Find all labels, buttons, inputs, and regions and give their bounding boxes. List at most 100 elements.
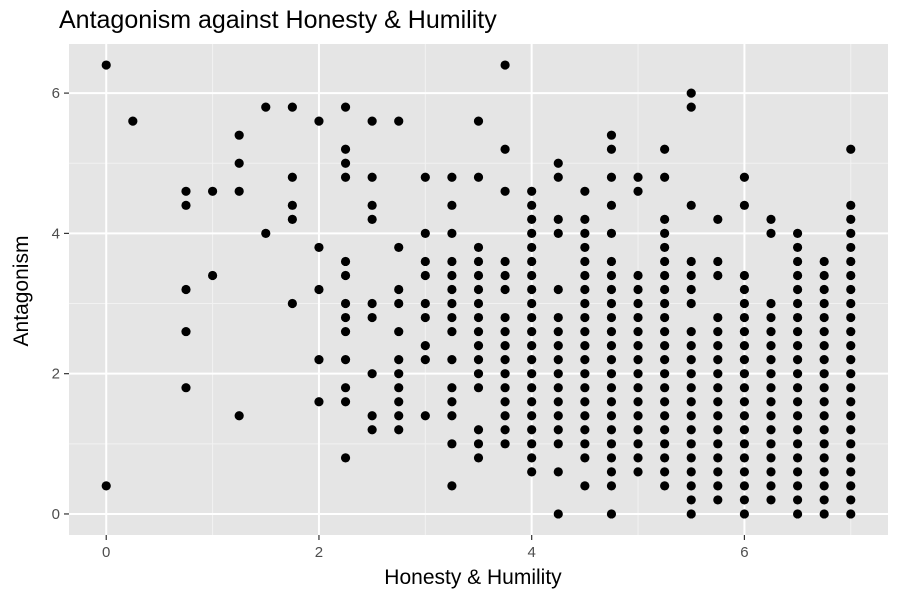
data-point: [792, 312, 803, 323]
data-point: [447, 172, 457, 182]
data-point: [846, 425, 856, 435]
data-point: [340, 355, 351, 365]
data-point: [633, 397, 643, 407]
data-point: [686, 88, 696, 98]
data-point: [713, 439, 723, 449]
data-point: [394, 369, 404, 379]
data-point: [792, 467, 803, 477]
data-point: [792, 411, 803, 421]
data-point: [606, 453, 617, 463]
data-point: [633, 453, 643, 463]
data-point: [739, 200, 750, 210]
data-point: [766, 467, 776, 477]
data-point: [420, 355, 430, 365]
data-point: [846, 509, 856, 519]
data-points: [101, 60, 856, 519]
data-point: [447, 439, 457, 449]
data-point: [101, 481, 111, 491]
data-point: [340, 172, 351, 182]
data-point: [394, 425, 404, 435]
data-point: [792, 242, 803, 253]
data-point: [686, 355, 696, 365]
data-point: [660, 453, 670, 463]
data-point: [447, 228, 457, 238]
data-point: [207, 270, 218, 281]
data-point: [287, 102, 297, 112]
y-tick-label: 2: [52, 366, 60, 383]
data-point: [819, 425, 829, 435]
data-point: [819, 509, 829, 519]
data-point: [606, 144, 617, 154]
y-axis: 0 2 4 6: [52, 85, 69, 523]
data-point: [580, 214, 590, 224]
data-point: [739, 495, 750, 505]
data-point: [633, 369, 643, 379]
data-point: [500, 411, 510, 421]
data-point: [846, 144, 856, 154]
data-point: [580, 397, 590, 407]
data-point: [606, 312, 617, 323]
data-point: [473, 355, 484, 365]
data-point: [686, 411, 696, 421]
data-point: [580, 411, 590, 421]
data-point: [606, 341, 617, 351]
data-point: [792, 298, 803, 309]
data-point: [660, 411, 670, 421]
data-point: [660, 172, 670, 182]
data-point: [606, 383, 617, 393]
data-point: [792, 383, 803, 393]
data-point: [846, 270, 856, 281]
data-point: [527, 298, 537, 309]
data-point: [633, 326, 643, 337]
data-point: [527, 439, 537, 449]
data-point: [580, 383, 590, 393]
data-point: [580, 341, 590, 351]
data-point: [340, 383, 351, 393]
data-point: [527, 242, 537, 253]
data-point: [447, 383, 457, 393]
data-point: [766, 369, 776, 379]
data-point: [500, 312, 510, 323]
data-point: [527, 453, 537, 463]
data-point: [660, 256, 670, 267]
data-point: [686, 467, 696, 477]
data-point: [846, 298, 856, 309]
data-point: [580, 270, 590, 281]
data-point: [633, 341, 643, 351]
y-tick-label: 0: [52, 506, 60, 523]
data-point: [713, 355, 723, 365]
data-point: [527, 411, 537, 421]
data-point: [314, 397, 324, 407]
data-point: [660, 425, 670, 435]
data-point: [846, 284, 856, 295]
data-point: [553, 425, 563, 435]
data-point: [367, 312, 377, 323]
data-point: [473, 256, 484, 267]
data-point: [792, 509, 803, 519]
data-point: [580, 284, 590, 295]
data-point: [553, 355, 563, 365]
data-point: [553, 326, 563, 337]
data-point: [792, 495, 803, 505]
data-point: [420, 411, 430, 421]
data-point: [606, 509, 617, 519]
data-point: [473, 439, 484, 449]
data-point: [660, 144, 670, 154]
data-point: [633, 467, 643, 477]
y-tick-label: 6: [52, 85, 60, 102]
data-point: [713, 270, 723, 281]
data-point: [739, 481, 750, 491]
data-point: [553, 509, 563, 519]
data-point: [686, 495, 696, 505]
data-point: [846, 453, 856, 463]
data-point: [261, 228, 271, 238]
data-point: [234, 411, 244, 421]
data-point: [766, 355, 776, 365]
data-point: [819, 284, 829, 295]
data-point: [314, 242, 324, 253]
data-point: [633, 284, 643, 295]
data-point: [739, 341, 750, 351]
data-point: [739, 425, 750, 435]
data-point: [473, 341, 484, 351]
data-point: [606, 130, 617, 140]
